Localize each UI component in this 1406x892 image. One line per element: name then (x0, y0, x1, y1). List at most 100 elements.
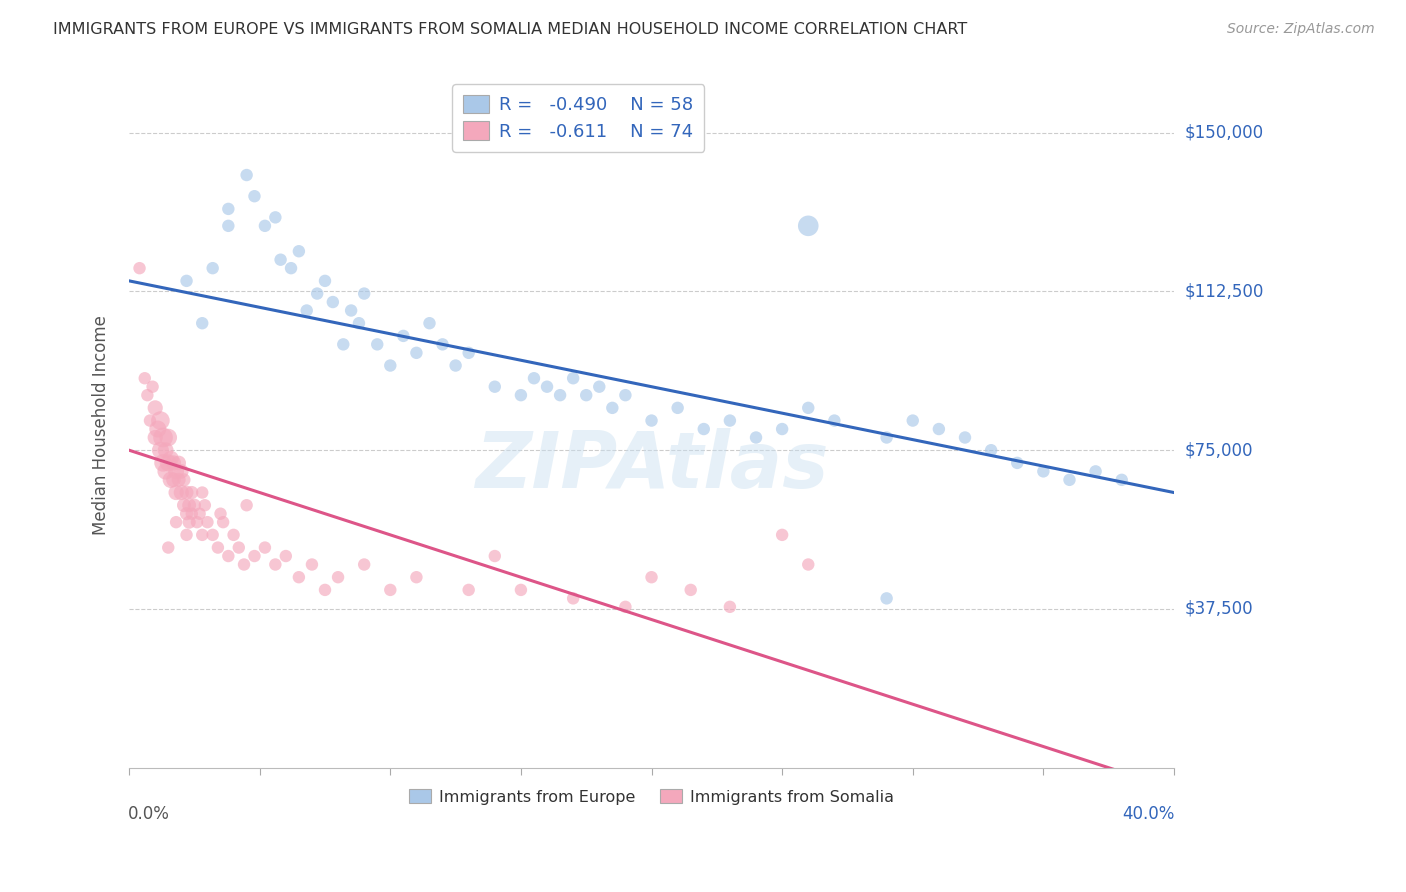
Point (797, 558, 820, 572)
Point (179, 498, 201, 512)
Point (194, 498, 217, 512)
Text: 0.0%: 0.0% (128, 805, 170, 823)
Point (745, 430, 768, 444)
Point (380, 359, 402, 373)
Point (353, 558, 375, 572)
Point (274, 549, 297, 563)
Text: $37,500: $37,500 (1185, 600, 1254, 618)
Point (191, 485, 214, 500)
Point (693, 422, 716, 436)
Point (770, 422, 793, 436)
Point (152, 456, 174, 470)
Text: $150,000: $150,000 (1185, 124, 1264, 142)
Point (149, 443, 172, 458)
Point (280, 261, 302, 276)
Point (666, 401, 689, 415)
Point (332, 337, 354, 351)
Point (136, 388, 159, 402)
Point (484, 380, 506, 394)
Point (314, 274, 336, 288)
Point (142, 380, 165, 394)
Point (228, 541, 250, 555)
Point (295, 303, 318, 318)
Point (1111, 473, 1133, 487)
Point (288, 570, 311, 584)
Point (233, 558, 256, 572)
Point (165, 464, 187, 478)
Point (134, 371, 156, 385)
Point (562, 591, 585, 606)
Point (1059, 473, 1081, 487)
Point (353, 286, 375, 301)
Point (173, 473, 195, 487)
Point (146, 422, 169, 436)
Point (718, 413, 741, 427)
Point (1032, 464, 1054, 478)
Point (157, 456, 180, 470)
Point (575, 388, 598, 402)
Text: 40.0%: 40.0% (1122, 805, 1175, 823)
Text: ZIPAtlas: ZIPAtlas (475, 428, 828, 504)
Point (180, 485, 202, 500)
Point (523, 371, 546, 385)
Point (176, 528, 198, 542)
Point (155, 464, 177, 478)
Point (264, 558, 287, 572)
Point (405, 346, 427, 360)
Point (301, 558, 323, 572)
Point (288, 244, 311, 259)
Text: $112,500: $112,500 (1185, 283, 1264, 301)
Point (640, 570, 662, 584)
Point (157, 541, 180, 555)
Point (679, 582, 702, 597)
Point (602, 401, 624, 415)
Point (366, 337, 388, 351)
Point (876, 591, 898, 606)
Point (548, 388, 571, 402)
Legend: Immigrants from Europe, Immigrants from Somalia: Immigrants from Europe, Immigrants from … (402, 783, 900, 811)
Point (212, 515, 235, 529)
Point (264, 211, 287, 225)
Point (128, 261, 150, 276)
Y-axis label: Median Household Income: Median Household Income (93, 315, 110, 534)
Point (640, 413, 662, 427)
Point (823, 413, 845, 427)
Point (197, 515, 219, 529)
Point (201, 261, 224, 276)
Point (980, 443, 1002, 458)
Point (235, 168, 257, 182)
Point (457, 582, 479, 597)
Point (160, 451, 183, 466)
Point (484, 549, 506, 563)
Point (253, 219, 276, 233)
Point (179, 515, 201, 529)
Point (270, 252, 292, 267)
Point (243, 189, 266, 203)
Point (191, 528, 214, 542)
Point (176, 274, 198, 288)
Point (347, 316, 370, 330)
Point (217, 202, 239, 216)
Point (953, 430, 976, 444)
Point (797, 219, 820, 233)
Point (222, 528, 245, 542)
Text: Source: ZipAtlas.com: Source: ZipAtlas.com (1227, 22, 1375, 37)
Point (176, 485, 198, 500)
Point (157, 430, 180, 444)
Point (167, 473, 190, 487)
Point (176, 507, 198, 521)
Point (188, 507, 211, 521)
Point (149, 413, 172, 427)
Point (509, 582, 531, 597)
Point (162, 473, 184, 487)
Point (326, 570, 349, 584)
Point (432, 337, 454, 351)
Point (1084, 464, 1107, 478)
Point (139, 413, 162, 427)
Point (876, 430, 898, 444)
Point (143, 401, 166, 415)
Point (380, 582, 402, 597)
Point (170, 485, 193, 500)
Text: $75,000: $75,000 (1185, 442, 1254, 459)
Point (314, 582, 336, 597)
